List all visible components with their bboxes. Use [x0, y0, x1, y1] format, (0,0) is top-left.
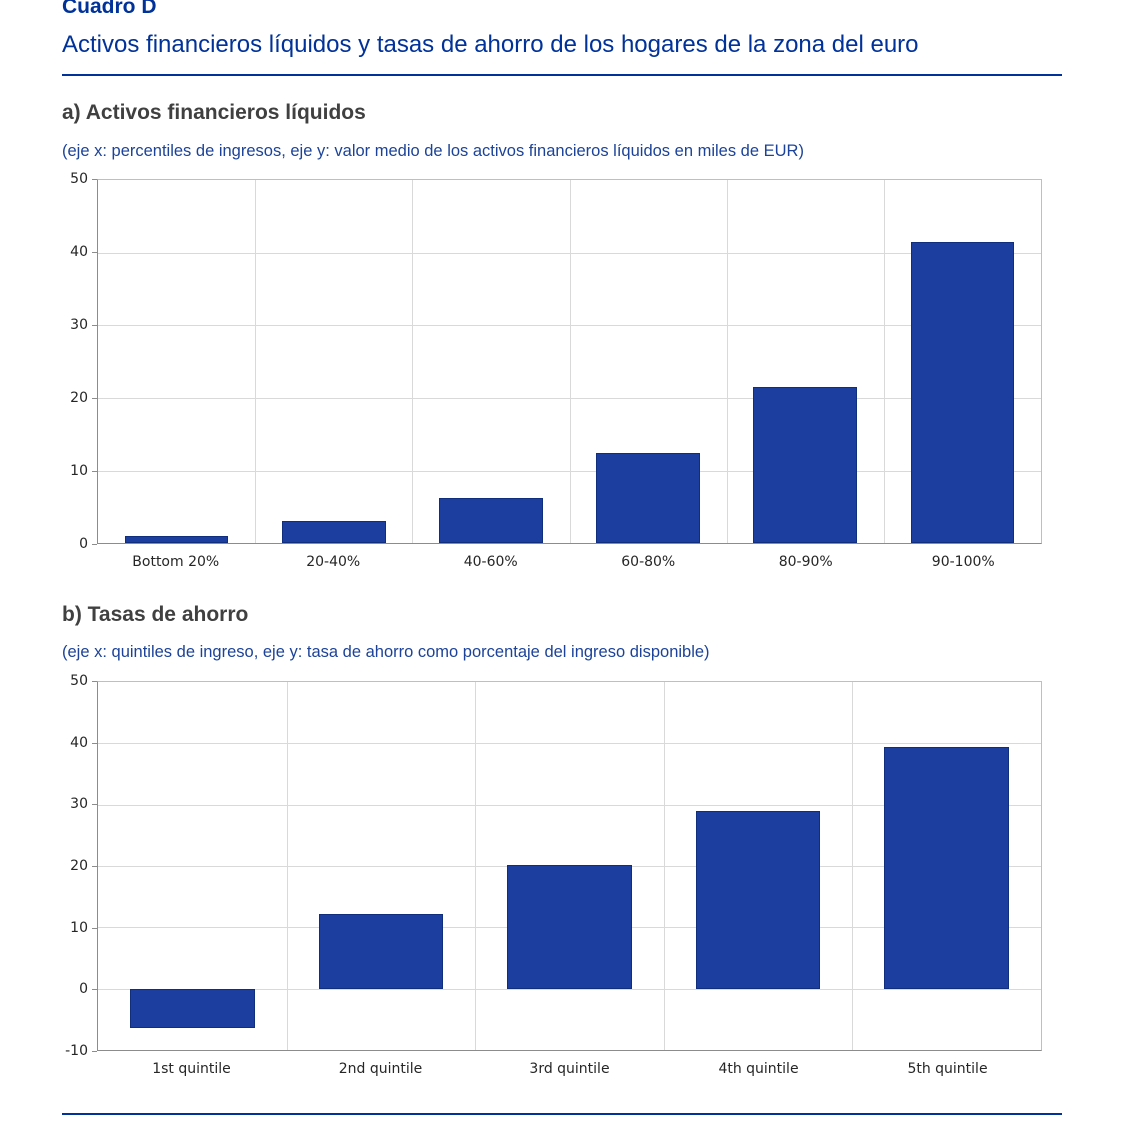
y-tick-mark: [92, 471, 97, 473]
bar-60-80-: [596, 453, 700, 544]
panel-b-axis-note: (eje x: quintiles de ingreso, eje y: tas…: [62, 643, 710, 662]
y-tick-mark: [92, 325, 97, 327]
x-tick-label: 2nd quintile: [338, 1060, 423, 1077]
bar-2nd-quintile: [318, 913, 444, 989]
y-tick-mark: [92, 179, 97, 181]
panel-a-heading: a) Activos financieros líquidos: [62, 101, 366, 125]
chart-liquid-assets: 0 10 20 30 40 50 Bottom 20% 20-40% 40-60% 60-80% 8…: [62, 171, 1042, 578]
panel-b: b) Tasas de ahorro (eje x: quintiles de …: [62, 602, 1062, 1085]
gridline-vertical: [663, 681, 665, 1050]
bar-4th-quintile: [695, 811, 821, 989]
y-tick-mark: [92, 680, 97, 682]
x-tick-label: 40-60%: [463, 554, 518, 571]
y-tick-mark: [92, 804, 97, 806]
bar-20-40-: [281, 521, 386, 544]
x-tick-label: 1st quintile: [152, 1060, 231, 1077]
x-tick-label: 60-80%: [621, 554, 676, 571]
x-axis: 1st quintile 2nd quintile 3rd quintile 4th …: [97, 1051, 1042, 1085]
bar-bottom-20-: [124, 535, 229, 544]
x-tick-label: 20-40%: [306, 554, 361, 571]
gridline-horizontal: [98, 743, 1041, 745]
y-tick-label: 30: [70, 796, 88, 813]
plot-area: [97, 179, 1042, 545]
y-tick-label: 30: [70, 317, 88, 334]
x-tick-label: 80-90%: [778, 554, 833, 571]
gridline-vertical: [569, 180, 571, 544]
bar-40-60-: [439, 498, 543, 544]
gridline-vertical: [286, 681, 288, 1050]
plot-area: [97, 680, 1042, 1051]
box-label: Cuadro D: [62, 0, 157, 18]
y-tick-mark: [92, 742, 97, 744]
y-tick-mark: [92, 1050, 97, 1052]
y-tick-mark: [92, 252, 97, 254]
bar-80-90-: [753, 387, 858, 544]
x-tick-label: 5th quintile: [907, 1060, 988, 1077]
y-tick-label: 50: [70, 171, 88, 188]
panel-b-heading: b) Tasas de ahorro: [62, 603, 249, 627]
y-tick-mark: [92, 544, 97, 546]
bar-90-100-: [910, 241, 1015, 544]
gridline-vertical: [255, 180, 257, 544]
y-tick-label: 0: [79, 981, 88, 998]
y-axis: 0 10 20 30 40 50: [62, 171, 97, 552]
x-tick-label: 4th quintile: [718, 1060, 799, 1077]
bar-5th-quintile: [884, 746, 1009, 989]
bar-3rd-quintile: [507, 864, 632, 989]
y-tick-label: 10: [70, 463, 88, 480]
y-tick-label: 50: [70, 672, 88, 689]
title-rule: [62, 74, 1062, 77]
x-tick-label: Bottom 20%: [132, 554, 220, 571]
y-tick-label: 20: [70, 390, 88, 407]
x-tick-label: 90-100%: [931, 554, 995, 571]
gridline-vertical: [883, 180, 885, 544]
y-tick-mark: [92, 989, 97, 991]
y-axis: -10 0 10 20 30 40 50: [62, 673, 97, 1059]
y-tick-label: 40: [70, 244, 88, 261]
y-tick-label: -10: [65, 1042, 88, 1059]
gridline-horizontal: [98, 988, 1041, 990]
y-tick-mark: [92, 865, 97, 867]
gridline-vertical: [852, 681, 854, 1050]
panel-a: a) Activos financieros líquidos (eje x: …: [62, 100, 1062, 578]
y-tick-label: 0: [79, 536, 88, 553]
gridline-horizontal: [98, 804, 1041, 806]
gridline-vertical: [475, 681, 477, 1050]
x-axis: Bottom 20% 20-40% 40-60% 60-80% 80-90% 90-100…: [97, 544, 1042, 578]
chart-saving-rates: -10 0 10 20 30 40 50 1st quintile 2nd quintile 3r…: [62, 673, 1042, 1085]
y-tick-mark: [92, 927, 97, 929]
panel-a-axis-note: (eje x: percentiles de ingresos, eje y: …: [62, 141, 804, 160]
gridline-vertical: [412, 180, 414, 544]
chart-main: Bottom 20% 20-40% 40-60% 60-80% 80-90% 90-100…: [97, 179, 1042, 578]
y-tick-mark: [92, 398, 97, 400]
gridline-vertical: [726, 180, 728, 544]
chart-main: 1st quintile 2nd quintile 3rd quintile 4th …: [97, 680, 1042, 1085]
x-tick-label: 3rd quintile: [529, 1060, 610, 1077]
bar-1st-quintile: [130, 988, 255, 1028]
bottom-rule: [62, 1112, 1062, 1115]
page-title: Activos financieros líquidos y tasas de …: [62, 31, 919, 59]
y-tick-label: 20: [70, 857, 88, 874]
y-tick-label: 40: [70, 734, 88, 751]
y-tick-label: 10: [70, 919, 88, 936]
